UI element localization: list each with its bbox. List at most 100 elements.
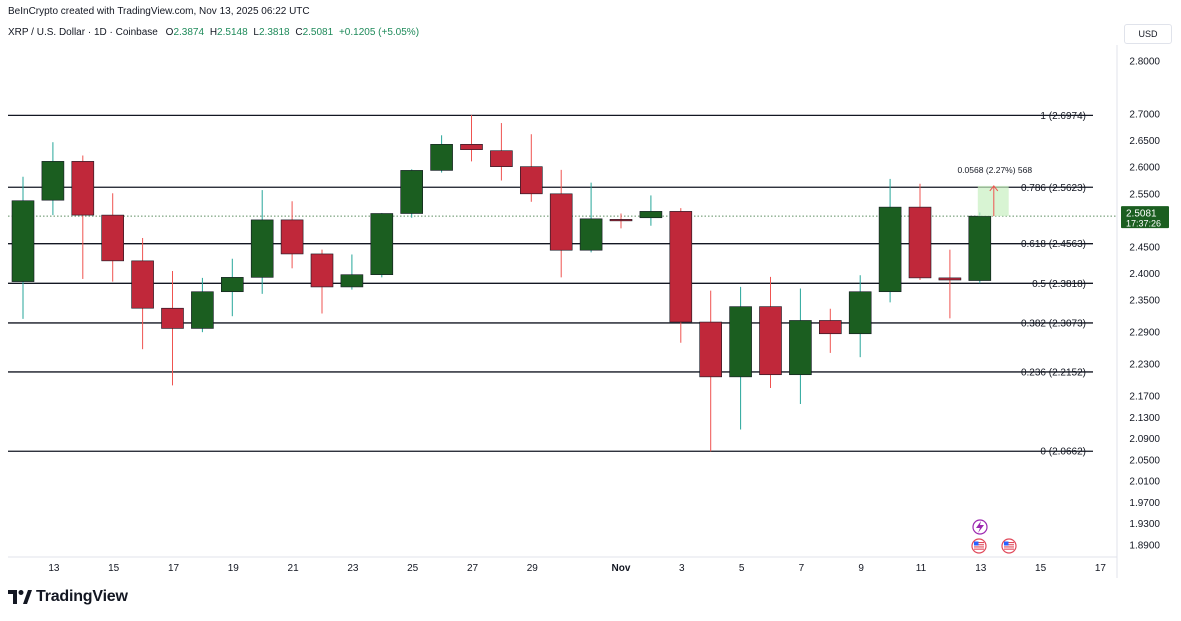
y-tick-label: 2.2900 bbox=[1129, 328, 1160, 339]
x-tick-label: 15 bbox=[108, 563, 120, 574]
candle-body-11 bbox=[340, 274, 364, 288]
x-tick-label: 17 bbox=[168, 563, 180, 574]
candle-body-7 bbox=[221, 277, 244, 293]
candle-body-22 bbox=[669, 211, 693, 323]
fib-label-2: 0.618 (2.4563) bbox=[1021, 239, 1086, 250]
flag-stripe bbox=[1004, 548, 1014, 550]
candle-body-21 bbox=[639, 211, 663, 219]
tradingview-logo-icon bbox=[8, 590, 32, 604]
candle-body-28 bbox=[848, 291, 872, 335]
y-tick-label: 2.4000 bbox=[1129, 269, 1160, 280]
candle-body-25 bbox=[759, 306, 782, 376]
y-tick-label: 2.4500 bbox=[1129, 243, 1160, 254]
symbol-info-bar: XRP / U.S. Dollar · 1D · Coinbase O2.387… bbox=[8, 27, 422, 38]
flag-ring bbox=[971, 538, 987, 554]
y-tick-label: 2.8000 bbox=[1129, 56, 1160, 67]
high-value: 2.5148 bbox=[217, 27, 248, 38]
y-tick-label: 2.0500 bbox=[1129, 455, 1160, 466]
candle-body-32 bbox=[968, 215, 992, 281]
close-label: C bbox=[295, 27, 303, 38]
price-badge-value: 2.5081 bbox=[1126, 209, 1157, 220]
event-markers bbox=[971, 519, 1017, 554]
y-tick-label: 1.9700 bbox=[1129, 498, 1160, 509]
flag-canton bbox=[1004, 541, 1009, 546]
flag-ring bbox=[1001, 538, 1017, 554]
measure-tool: 0.0568 (2.27%) 568 bbox=[957, 165, 1032, 217]
flag-stripe bbox=[974, 546, 984, 548]
candle-body-27 bbox=[818, 320, 842, 335]
candle-body-16 bbox=[490, 150, 513, 167]
y-tick-label: 2.7000 bbox=[1129, 110, 1160, 121]
x-tick-label: 11 bbox=[916, 563, 927, 574]
x-tick-label: Nov bbox=[612, 563, 631, 574]
x-tick-label: 21 bbox=[288, 563, 300, 574]
candle-body-12 bbox=[370, 213, 394, 275]
high-label: H bbox=[209, 27, 218, 38]
currency-button[interactable]: USD bbox=[1124, 24, 1172, 44]
x-tick-label: 27 bbox=[467, 563, 479, 574]
x-tick-label: 19 bbox=[228, 563, 240, 574]
measure-label: 0.0568 (2.27%) 568 bbox=[957, 165, 1032, 175]
fib-label-0: 1 (2.6974) bbox=[1040, 111, 1086, 122]
flag-stripe bbox=[974, 542, 984, 544]
y-tick-label: 1.9300 bbox=[1129, 519, 1160, 530]
y-tick-label: 2.6000 bbox=[1129, 163, 1160, 174]
fib-levels: 1 (2.6974) 0.786 (2.5623) 0.618 (2.4563) 0.… bbox=[8, 111, 1117, 458]
flag-stripe bbox=[1004, 544, 1014, 546]
open-value: 2.3874 bbox=[173, 27, 205, 38]
candle-body-0 bbox=[11, 200, 35, 282]
us-event-flag-icon bbox=[1001, 538, 1017, 554]
flag-canton bbox=[974, 541, 979, 546]
candle-body-9 bbox=[280, 219, 304, 255]
grid-layer bbox=[8, 45, 1118, 578]
tradingview-logo[interactable]: TradingView bbox=[8, 588, 128, 606]
lightning-event-icon bbox=[972, 519, 988, 535]
fib-label-5: 0.236 (2.2152) bbox=[1021, 367, 1086, 378]
candle-body-5 bbox=[161, 307, 184, 329]
y-tick-label: 2.5500 bbox=[1129, 189, 1160, 200]
measure-arrowhead bbox=[989, 185, 999, 192]
flag-stripe bbox=[1004, 542, 1014, 544]
candle-body-10 bbox=[310, 253, 334, 288]
y-tick-label: 2.0100 bbox=[1129, 477, 1160, 488]
fib-label-1: 0.786 (2.5623) bbox=[1021, 183, 1086, 194]
time-axis: 13 15 17 19 21 23 25 27 29 Nov 3 5 7 9 11 13 15 17 bbox=[48, 563, 1106, 574]
low-value: 2.3818 bbox=[258, 27, 290, 38]
price-axis: 2.8000 2.7000 2.6500 2.6000 2.5500 2.4500 2.40… bbox=[1121, 56, 1169, 552]
flag-stripe bbox=[974, 544, 984, 546]
x-tick-label: 7 bbox=[799, 563, 805, 574]
candle-body-18 bbox=[549, 193, 573, 251]
candle-body-23 bbox=[699, 321, 723, 378]
x-tick-label: 23 bbox=[347, 563, 359, 574]
x-tick-label: 15 bbox=[1035, 563, 1047, 574]
candle-body-15 bbox=[460, 144, 483, 150]
candle-body-1 bbox=[41, 161, 65, 201]
low-label: L bbox=[253, 27, 259, 38]
y-tick-label: 2.2300 bbox=[1129, 360, 1160, 371]
tradingview-wordmark: TradingView bbox=[36, 588, 128, 605]
y-tick-label: 2.1700 bbox=[1129, 392, 1160, 403]
y-tick-label: 2.1300 bbox=[1129, 413, 1160, 424]
y-tick-label: 1.8900 bbox=[1129, 541, 1160, 552]
x-tick-label: 17 bbox=[1095, 563, 1107, 574]
x-tick-label: 3 bbox=[679, 563, 685, 574]
candle-body-3 bbox=[101, 214, 124, 262]
flag-stripe bbox=[1004, 546, 1014, 548]
candle-body-29 bbox=[878, 206, 902, 293]
candle-body-14 bbox=[430, 144, 453, 171]
candles bbox=[11, 115, 992, 452]
candle-body-6 bbox=[191, 291, 214, 329]
close-value: 2.5081 bbox=[302, 27, 334, 38]
us-event-flag-icon bbox=[971, 538, 987, 554]
candle-body-19 bbox=[579, 218, 603, 251]
candle-body-17 bbox=[519, 166, 543, 195]
symbol-name[interactable]: XRP / U.S. Dollar · 1D · Coinbase bbox=[8, 27, 158, 38]
x-tick-label: 25 bbox=[407, 563, 419, 574]
candle-body-20 bbox=[609, 219, 633, 222]
fib-label-3: 0.5 (2.3818) bbox=[1032, 279, 1086, 290]
candle-body-26 bbox=[789, 320, 812, 376]
measure-box bbox=[977, 185, 1009, 217]
candle-body-30 bbox=[908, 206, 932, 279]
y-tick-label: 2.6500 bbox=[1129, 136, 1160, 147]
